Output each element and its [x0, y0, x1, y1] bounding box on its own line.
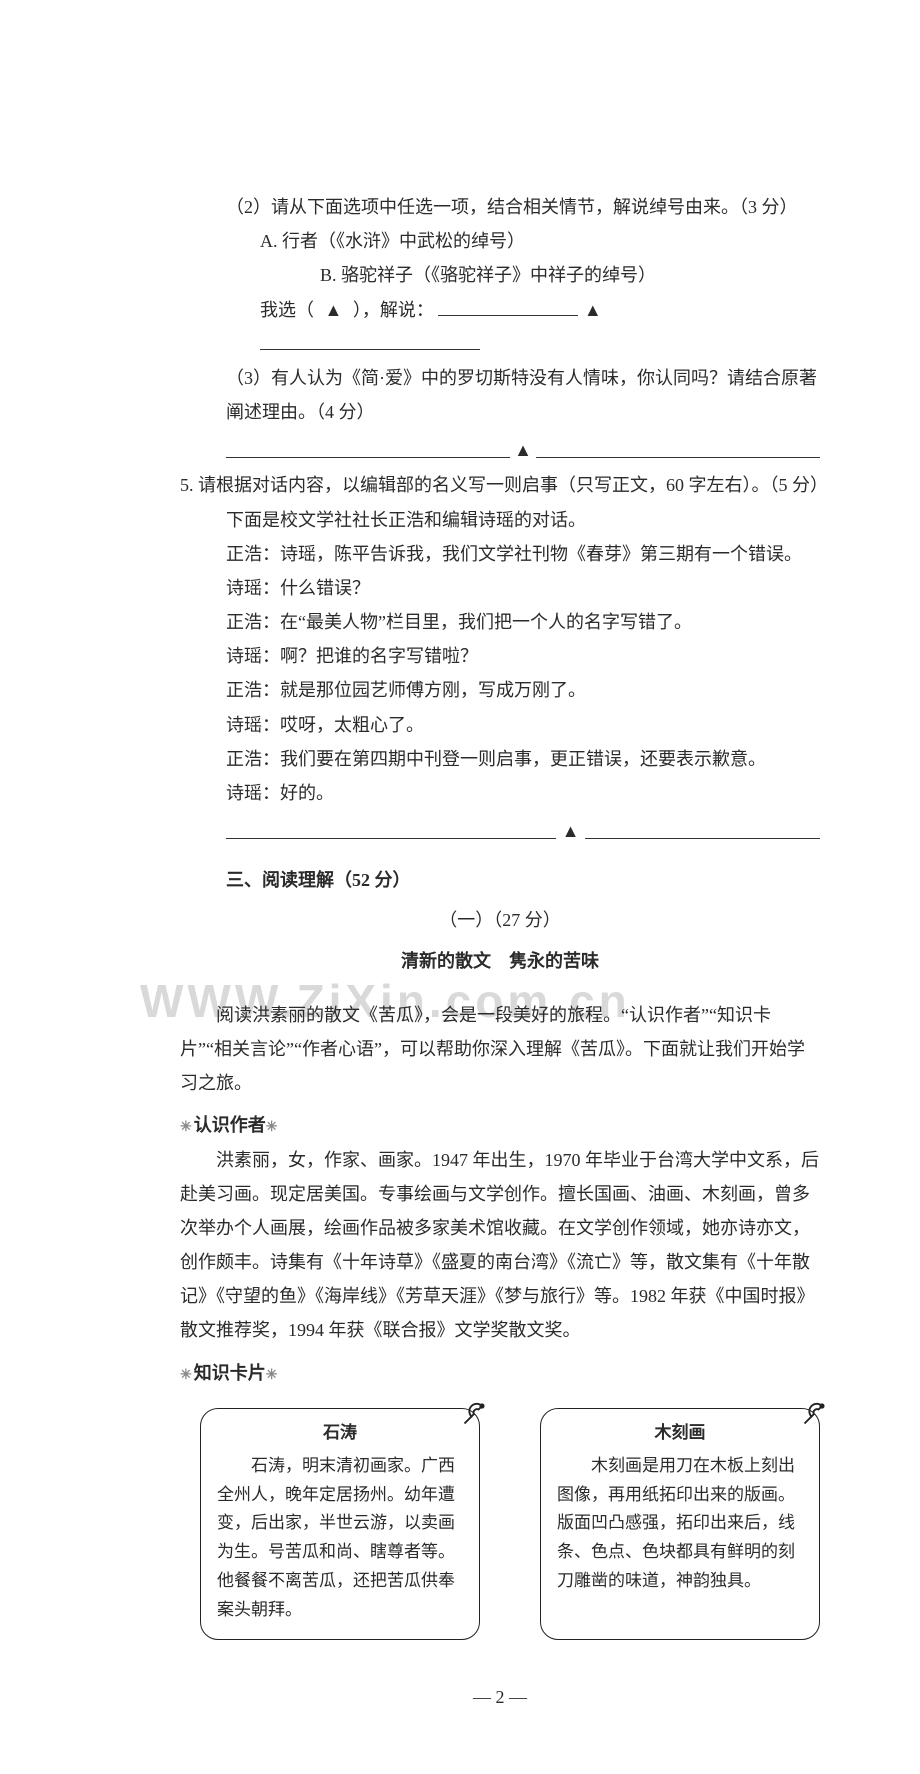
- leaf-icon: ✳: [266, 1120, 276, 1135]
- section3-sub-title-text: 清新的散文 隽永的苦味: [401, 951, 599, 971]
- q4-2-option-b: B. 骆驼祥子（《骆驼祥子》中祥子的绰号）: [320, 258, 656, 292]
- blank-line: [438, 295, 578, 316]
- card-woodcut-body: 木刻画是用刀在木板上刻出图像，再用纸拓印出来的版画。版面凹凸感强，拓印出来后，线…: [557, 1452, 803, 1596]
- leaf-icon: ✳: [180, 1120, 190, 1135]
- author-paragraph: 洪素丽，女，作家、画家。1947 年出生，1970 年毕业于台湾大学中文系，后赴…: [180, 1143, 820, 1348]
- section3-sub-no-text: （一）（27 分）: [439, 910, 561, 930]
- heading-author: ✳认识作者✳: [180, 1108, 820, 1142]
- knowledge-cards: 石涛 石涛，明末清初画家。广西全州人，晚年定居扬州。幼年遭变，后出家，半世云游，…: [200, 1408, 820, 1640]
- dialogue-line: 正浩：就是那位园艺师傅方刚，写成万刚了。: [226, 673, 820, 707]
- answer-line: ▲: [226, 433, 820, 458]
- dialogue-line: 正浩：诗瑶，陈平告诉我，我们文学社刊物《春芽》第三期有一个错误。: [226, 537, 820, 571]
- q4-2-options: A. 行者（《水浒》中武松的绰号） B. 骆驼祥子（《骆驼祥子》中祥子的绰号）: [260, 224, 820, 292]
- q5-lead: 下面是校文学社社长正浩和编辑诗瑶的对话。: [226, 503, 820, 537]
- q4-2-option-a: A. 行者（《水浒》中武松的绰号）: [260, 231, 525, 251]
- blank-line: [260, 329, 480, 350]
- section3-sub-title: 清新的散文 隽永的苦味 WWW.ZiXin.com.cn: [180, 944, 820, 978]
- section3-title: 三、阅读理解（52 分）: [226, 863, 820, 897]
- q5-dialogue: 正浩：诗瑶，陈平告诉我，我们文学社刊物《春芽》第三期有一个错误。诗瑶：什么错误？…: [226, 537, 820, 811]
- dialogue-line: 诗瑶：什么错误？: [226, 571, 820, 605]
- card-woodcut: 木刻画 木刻画是用刀在木板上刻出图像，再用纸拓印出来的版画。版面凹凸感强，拓印出…: [540, 1408, 820, 1640]
- reading-intro: 阅读洪素丽的散文《苦瓜》，会是一段美好的旅程。“认识作者”“知识卡片”“相关言论…: [180, 998, 820, 1101]
- dialogue-line: 正浩：我们要在第四期中刊登一则启事，更正错误，还要表示歉意。: [226, 742, 820, 776]
- card-woodcut-title: 木刻画: [557, 1419, 803, 1448]
- dialogue-line: 诗瑶：好的。: [226, 776, 820, 810]
- heading-author-text: 认识作者: [194, 1115, 266, 1135]
- dialogue-line: 诗瑶：啊？把谁的名字写错啦？: [226, 639, 820, 673]
- leaf-icon: ✳: [180, 1368, 190, 1383]
- card-shitao: 石涛 石涛，明末清初画家。广西全州人，晚年定居扬州。幼年遭变，后出家，半世云游，…: [200, 1408, 480, 1640]
- q4-2-answer-line: 我选（ ▲ ），解说： ▲: [260, 293, 820, 361]
- section3-sub-no: （一）（27 分）: [180, 903, 820, 937]
- triangle-icon: ▲: [583, 293, 603, 327]
- pin-icon: [461, 1399, 489, 1427]
- triangle-icon: ▲: [319, 293, 349, 327]
- q5-prompt: 5. 请根据对话内容，以编辑部的名义写一则启事（只写正文，60 字左右）。（5 …: [180, 468, 820, 502]
- page-number: — 2 —: [180, 1680, 820, 1714]
- q4-2-prompt: （2）请从下面选项中任选一项，结合相关情节，解说绰号由来。（3 分）: [226, 190, 820, 224]
- q4-3-prompt: （3）有人认为《简·爱》中的罗切斯特没有人情味，你认同吗？请结合原著阐述理由。（…: [226, 361, 820, 429]
- dialogue-line: 正浩：在“最美人物”栏目里，我们把一个人的名字写错了。: [226, 605, 820, 639]
- leaf-icon: ✳: [266, 1368, 276, 1383]
- triangle-icon: ▲: [510, 433, 536, 467]
- card-shitao-title: 石涛: [217, 1419, 463, 1448]
- answer-line: ▲: [226, 814, 820, 839]
- choose-suffix: ），解说：: [353, 300, 434, 320]
- card-shitao-body: 石涛，明末清初画家。广西全州人，晚年定居扬州。幼年遭变，后出家，半世云游，以卖画…: [217, 1452, 463, 1625]
- heading-cards: ✳知识卡片✳: [180, 1356, 820, 1390]
- dialogue-line: 诗瑶：哎呀，太粗心了。: [226, 708, 820, 742]
- pin-icon: [801, 1399, 829, 1427]
- triangle-icon: ▲: [556, 814, 586, 848]
- heading-cards-text: 知识卡片: [194, 1363, 266, 1383]
- choose-prefix: 我选（: [260, 300, 314, 320]
